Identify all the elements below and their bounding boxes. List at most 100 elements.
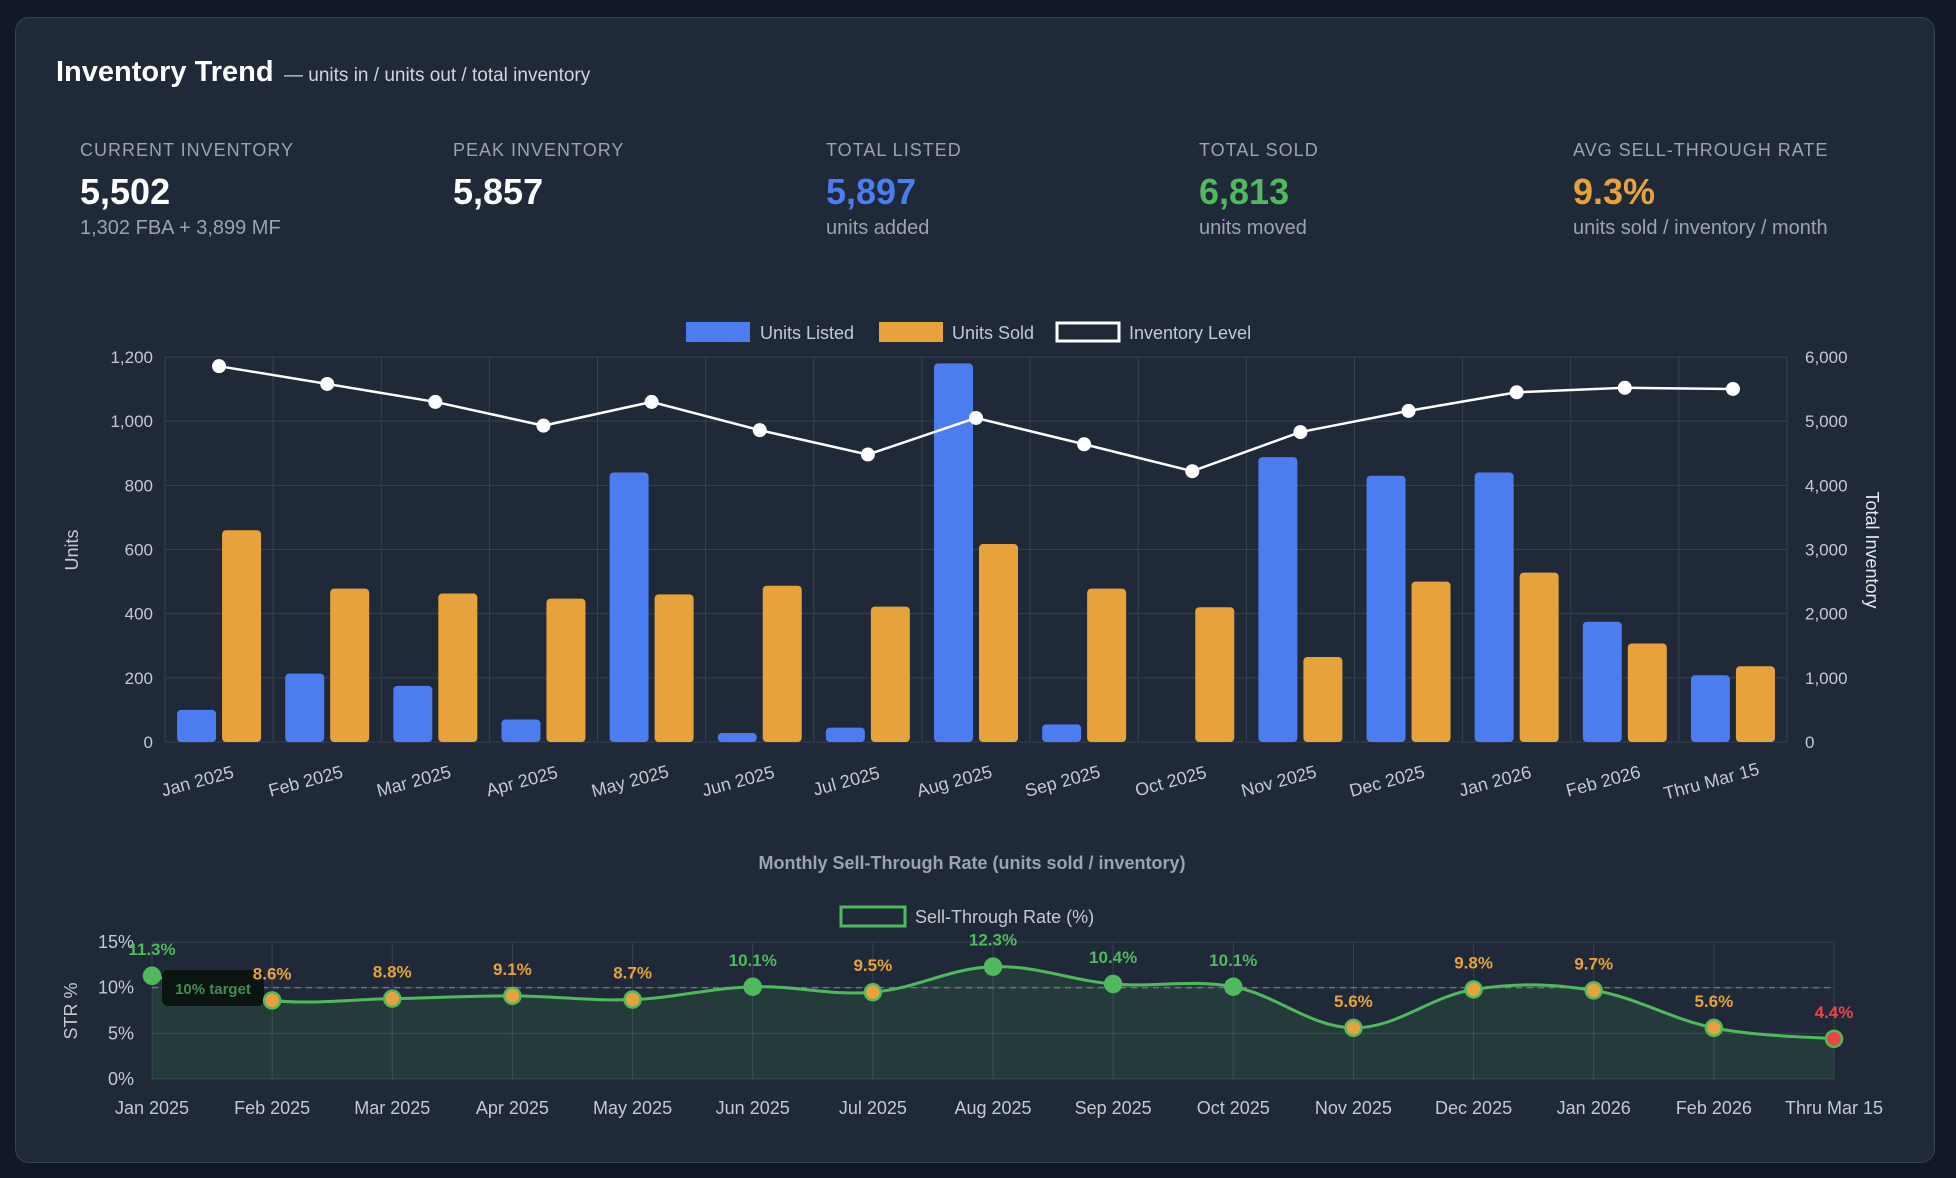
- y-axis-title: STR %: [61, 982, 81, 1039]
- bar-units-sold: [1627, 643, 1667, 742]
- x-tick-label: Feb 2025: [234, 1098, 310, 1118]
- x-tick-label: Mar 2025: [354, 1098, 430, 1118]
- y-tick-label: 0: [144, 733, 153, 752]
- y2-tick-label: 3,000: [1805, 541, 1848, 560]
- point-sell-through: [503, 986, 522, 1006]
- bar-units-sold: [870, 606, 910, 742]
- y-tick-label: 1,000: [110, 412, 153, 431]
- legend-label: Inventory Level: [1129, 323, 1251, 343]
- point-sell-through: [1824, 1029, 1844, 1049]
- y2-tick-label: 2,000: [1805, 605, 1848, 624]
- x-tick-label: Jun 2025: [700, 762, 777, 800]
- stat-total-listed: TOTAL LISTED 5,897 units added: [826, 140, 962, 240]
- legend-swatch-units-sold: [879, 322, 943, 342]
- x-tick-label: Jan 2025: [115, 1098, 189, 1118]
- data-label: 10.4%: [1089, 948, 1137, 967]
- x-tick-label: Sep 2025: [1075, 1098, 1152, 1118]
- y2-tick-label: 0: [1805, 733, 1814, 752]
- point-inventory-level: [1293, 425, 1308, 440]
- stat-value: 5,502: [80, 171, 171, 212]
- point-inventory-level: [1509, 385, 1524, 400]
- x-tick-label: Jan 2025: [159, 762, 236, 800]
- x-tick-label: Dec 2025: [1347, 762, 1427, 801]
- data-label: 9.8%: [1454, 953, 1493, 972]
- legend-label: Units Sold: [952, 323, 1034, 343]
- x-tick-label: Feb 2025: [266, 762, 345, 801]
- data-label: 10.1%: [729, 951, 777, 970]
- point-sell-through: [142, 966, 162, 986]
- legend-label: Units Listed: [760, 323, 854, 343]
- bar-units-sold: [1087, 588, 1127, 742]
- data-label: 9.5%: [853, 956, 892, 975]
- stat-label: TOTAL SOLD: [1199, 140, 1319, 160]
- stat-current-inventory: CURRENT INVENTORY 5,502 1,302 FBA + 3,89…: [80, 140, 294, 240]
- legend-label: Sell-Through Rate (%): [915, 907, 1094, 927]
- point-sell-through: [623, 990, 642, 1009]
- bar-units-sold: [979, 544, 1018, 742]
- bar-units-listed: [285, 673, 325, 742]
- point-inventory-level: [752, 423, 767, 438]
- point-inventory-level: [1617, 380, 1632, 395]
- stat-value: 5,857: [453, 171, 544, 212]
- data-label: 8.8%: [373, 963, 412, 982]
- y2-tick-label: 1,000: [1805, 669, 1848, 688]
- x-tick-label: Aug 2025: [915, 762, 995, 801]
- card-subtitle: — units in / units out / total inventory: [284, 65, 591, 86]
- stat-peak-inventory: PEAK INVENTORY 5,857: [453, 140, 624, 217]
- y2-tick-label: 4,000: [1805, 476, 1848, 495]
- data-label: 5.6%: [1334, 992, 1373, 1011]
- bar-units-sold: [1303, 656, 1343, 742]
- x-tick-label: May 2025: [589, 761, 671, 801]
- bar-units-sold: [654, 594, 694, 742]
- bar-units-sold: [330, 588, 370, 742]
- bar-units-listed: [825, 727, 865, 742]
- y-axis-title: Units: [62, 529, 82, 570]
- point-sell-through: [1584, 981, 1603, 1000]
- bar-units-sold: [762, 585, 802, 742]
- x-tick-label: Mar 2025: [374, 762, 453, 801]
- bar-units-listed: [1690, 675, 1730, 742]
- y-tick-label: 200: [125, 669, 153, 688]
- point-inventory-level: [969, 410, 983, 425]
- x-tick-label: Dec 2025: [1435, 1098, 1512, 1118]
- bar-units-listed: [393, 685, 433, 742]
- card-header: Inventory Trend — units in / units out /…: [56, 56, 590, 89]
- data-label: 8.7%: [613, 964, 652, 983]
- bar-units-listed: [609, 472, 649, 742]
- point-sell-through: [262, 991, 282, 1010]
- point-inventory-level: [536, 418, 551, 433]
- target-label: 10% target: [175, 981, 251, 998]
- stat-value: 6,813: [1199, 171, 1290, 212]
- y-tick-label: 800: [125, 476, 153, 495]
- card-title: Inventory Trend: [56, 56, 274, 88]
- bar-units-listed: [1474, 472, 1514, 742]
- x-tick-label: Apr 2025: [476, 1098, 549, 1118]
- stat-sub: units sold / inventory / month: [1573, 217, 1828, 239]
- stat-label: CURRENT INVENTORY: [80, 140, 295, 160]
- stat-label: TOTAL LISTED: [826, 140, 962, 160]
- x-tick-label: Apr 2025: [484, 762, 560, 800]
- bar-units-listed: [934, 363, 973, 742]
- stat-label: PEAK INVENTORY: [453, 140, 625, 160]
- data-label: 11.3%: [128, 940, 175, 959]
- point-sell-through: [1224, 977, 1243, 997]
- bar-units-sold: [1195, 607, 1235, 742]
- point-inventory-level: [1185, 464, 1200, 479]
- point-sell-through: [1704, 1018, 1724, 1038]
- point-sell-through: [1103, 974, 1123, 994]
- y-tick-label: 15%: [98, 932, 134, 952]
- x-tick-label: Feb 2026: [1676, 1098, 1752, 1118]
- x-tick-label: Thru Mar 15: [1661, 759, 1761, 804]
- point-inventory-level: [644, 394, 659, 409]
- point-sell-through: [1344, 1018, 1363, 1038]
- data-label: 4.4%: [1815, 1003, 1854, 1022]
- bar-units-sold: [222, 530, 262, 742]
- y2-axis-title: Total Inventory: [1862, 491, 1882, 608]
- data-label: 10.1%: [1209, 951, 1257, 970]
- x-tick-label: Nov 2025: [1315, 1098, 1392, 1118]
- stat-label: AVG SELL-THROUGH RATE: [1573, 140, 1829, 160]
- point-inventory-level: [1725, 381, 1740, 396]
- stat-total-sold: TOTAL SOLD 6,813 units moved: [1199, 140, 1319, 240]
- chart2-title: Monthly Sell-Through Rate (units sold / …: [759, 853, 1186, 873]
